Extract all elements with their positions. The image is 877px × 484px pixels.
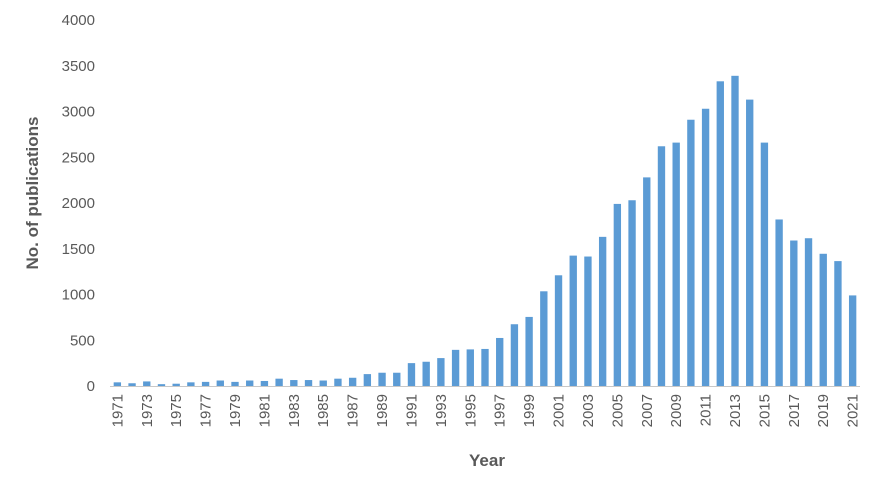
x-tick-label: 1993 bbox=[433, 394, 450, 427]
x-tick-label: 2017 bbox=[786, 394, 803, 427]
x-tick-label: 1977 bbox=[198, 394, 215, 427]
bar-1982 bbox=[275, 378, 283, 386]
bar-2006 bbox=[628, 200, 636, 386]
x-tick-label: 1973 bbox=[139, 394, 156, 427]
bar-2012 bbox=[716, 81, 724, 387]
x-tick-label: 2021 bbox=[845, 394, 862, 427]
bar-1995 bbox=[466, 349, 474, 386]
bar-2011 bbox=[701, 108, 710, 386]
bar-2000 bbox=[540, 291, 548, 386]
bar-1971 bbox=[113, 382, 122, 386]
bars bbox=[113, 75, 857, 387]
bar-2020 bbox=[834, 261, 842, 386]
y-tick-label: 4000 bbox=[62, 12, 95, 29]
y-tick-label: 500 bbox=[70, 332, 95, 349]
y-tick-label: 3000 bbox=[62, 104, 95, 121]
bar-2013 bbox=[731, 75, 739, 386]
x-axis-ticks: 1971 1973 1975 1977 1979 1981 1983 1985 1987 1989… bbox=[109, 394, 861, 427]
bar-1978 bbox=[216, 380, 224, 386]
y-tick-label: 1500 bbox=[62, 241, 95, 258]
bar-1989 bbox=[378, 372, 386, 386]
x-tick-label: 2005 bbox=[609, 394, 626, 427]
bar-1983 bbox=[290, 380, 298, 386]
x-tick-label: 2007 bbox=[639, 394, 656, 427]
y-tick-label: 2000 bbox=[62, 195, 95, 212]
y-tick-label: 2500 bbox=[62, 149, 95, 166]
bar-1986 bbox=[334, 378, 342, 386]
y-tick-label: 1000 bbox=[62, 287, 95, 304]
x-tick-label: 2015 bbox=[756, 394, 773, 427]
y-tick-label: 0 bbox=[87, 378, 95, 395]
bar-1998 bbox=[510, 324, 519, 386]
bar-2018 bbox=[804, 238, 813, 386]
x-tick-label: 2013 bbox=[727, 394, 744, 427]
bar-1972 bbox=[128, 383, 136, 386]
x-tick-label: 2003 bbox=[580, 394, 597, 427]
x-tick-label: 1999 bbox=[521, 394, 538, 427]
x-tick-label: 1983 bbox=[286, 394, 303, 427]
x-tick-label: 2011 bbox=[698, 394, 715, 426]
bar-1990 bbox=[393, 372, 401, 386]
bar-2021 bbox=[848, 295, 857, 386]
x-tick-label: 2009 bbox=[668, 394, 685, 427]
x-tick-label: 1987 bbox=[345, 394, 362, 427]
x-tick-label: 1985 bbox=[315, 394, 332, 427]
bar-1999 bbox=[525, 316, 533, 386]
bar-1975 bbox=[172, 383, 180, 386]
y-axis-ticks: 0 500 1000 1500 2000 2500 3000 3500 4000 bbox=[62, 12, 95, 395]
bar-2017 bbox=[790, 240, 798, 386]
bar-1985 bbox=[319, 380, 327, 386]
bar-1994 bbox=[451, 349, 460, 386]
bar-1980 bbox=[246, 380, 254, 386]
bar-1993 bbox=[437, 358, 445, 386]
bar-2015 bbox=[760, 142, 769, 386]
bar-2007 bbox=[643, 177, 651, 386]
bar-1992 bbox=[422, 361, 430, 386]
bar-1973 bbox=[143, 381, 151, 386]
x-tick-label: 2001 bbox=[551, 394, 568, 427]
bar-1996 bbox=[481, 348, 489, 386]
x-tick-label: 2019 bbox=[815, 394, 832, 427]
bar-1987 bbox=[348, 377, 357, 386]
y-tick-label: 3500 bbox=[62, 58, 95, 75]
x-tick-label: 1991 bbox=[403, 394, 420, 427]
x-tick-label: 1995 bbox=[462, 394, 479, 427]
bar-1977 bbox=[201, 381, 210, 386]
x-tick-label: 1975 bbox=[168, 394, 185, 427]
bar-1984 bbox=[304, 380, 313, 386]
bar-2019 bbox=[819, 253, 827, 386]
y-axis-title: No. of publications bbox=[23, 117, 42, 270]
x-tick-label: 1997 bbox=[492, 394, 509, 427]
bar-2009 bbox=[672, 142, 680, 386]
bar-1981 bbox=[260, 380, 269, 386]
bar-1997 bbox=[496, 337, 504, 386]
bar-2003 bbox=[584, 256, 592, 386]
x-tick-label: 1989 bbox=[374, 394, 391, 427]
bar-1988 bbox=[363, 374, 372, 386]
bar-1991 bbox=[407, 363, 416, 386]
bar-2008 bbox=[657, 146, 666, 386]
bar-2001 bbox=[554, 275, 563, 386]
bar-1974 bbox=[157, 384, 166, 386]
bar-2010 bbox=[687, 119, 695, 387]
bar-2014 bbox=[746, 99, 754, 386]
bar-2016 bbox=[775, 219, 783, 386]
bar-2004 bbox=[598, 236, 607, 386]
x-tick-label: 1971 bbox=[109, 394, 126, 427]
bar-2005 bbox=[613, 203, 622, 386]
x-tick-label: 1979 bbox=[227, 394, 244, 427]
x-tick-label: 1981 bbox=[256, 394, 273, 427]
x-axis-title: Year bbox=[469, 451, 505, 470]
bar-1979 bbox=[231, 381, 239, 386]
bar-1976 bbox=[187, 382, 195, 386]
bar-2002 bbox=[569, 255, 577, 386]
